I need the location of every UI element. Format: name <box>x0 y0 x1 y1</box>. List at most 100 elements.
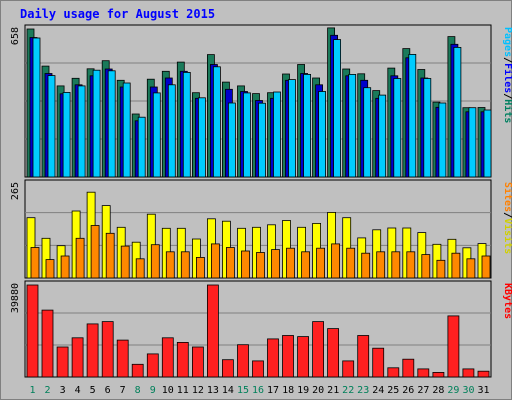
panel-1: 658 Pages/Files/Hits <box>10 24 512 178</box>
bar-pages-day-5 <box>92 69 101 178</box>
bar-pages-day-9 <box>152 92 161 178</box>
bar-pages-day-26 <box>408 54 417 178</box>
bar-sites-day-17 <box>271 249 280 279</box>
bar-pages-day-17 <box>273 91 281 178</box>
x-tick-label: 8 <box>135 385 141 396</box>
series-sites <box>30 225 491 279</box>
bar-pages-day-27 <box>423 78 432 178</box>
bar-kbytes-day-18 <box>282 335 294 378</box>
bar-sites-day-18 <box>286 247 295 279</box>
legend-item: Sites <box>502 182 512 212</box>
bar-pages-day-10 <box>167 84 176 178</box>
x-tick-label: 9 <box>150 385 156 396</box>
panel-max-label: 265 <box>10 182 21 200</box>
bar-kbytes-day-29 <box>447 315 460 378</box>
bar-pages-day-1 <box>32 37 41 178</box>
x-tick-label: 10 <box>162 385 174 396</box>
panel-legend: KBytes <box>502 283 512 319</box>
bar-kbytes-day-30 <box>462 368 475 378</box>
x-tick-label: 26 <box>402 385 414 396</box>
bar-pages-day-22 <box>348 74 357 178</box>
bar-pages-day-7 <box>122 82 131 178</box>
x-tick-label: 28 <box>432 385 444 396</box>
bar-sites-day-26 <box>406 251 416 279</box>
legend-item: Pages <box>502 27 512 57</box>
bar-pages-day-6 <box>107 70 116 178</box>
bar-kbytes-day-22 <box>342 360 355 378</box>
x-tick-label: 18 <box>282 385 294 396</box>
bar-kbytes-day-11 <box>176 341 189 378</box>
bar-sites-day-16 <box>256 252 265 279</box>
bar-kbytes-day-28 <box>432 371 445 378</box>
bar-kbytes-day-14 <box>221 359 234 378</box>
x-tick-label: 5 <box>90 385 96 396</box>
bar-sites-day-14 <box>225 247 235 279</box>
x-tick-label: 24 <box>372 385 384 396</box>
legend-separator: / <box>502 212 512 218</box>
x-tick-label: 13 <box>207 385 219 396</box>
x-tick-label: 31 <box>477 385 489 396</box>
bar-pages-day-16 <box>258 102 266 178</box>
x-tick-label: 30 <box>462 385 474 396</box>
bar-sites-day-29 <box>451 252 461 279</box>
bar-kbytes-day-10 <box>161 337 174 378</box>
bar-kbytes-day-1 <box>26 284 39 378</box>
bar-pages-day-18 <box>288 79 296 178</box>
bar-kbytes-day-21 <box>327 328 340 378</box>
x-tick-label: 23 <box>357 385 369 396</box>
bar-pages-day-28 <box>438 102 447 178</box>
bar-sites-day-9 <box>150 244 160 279</box>
bar-pages-day-24 <box>378 94 387 178</box>
bar-kbytes-day-16 <box>252 360 264 378</box>
bar-sites-day-24 <box>376 251 386 279</box>
x-tick-label: 25 <box>387 385 399 396</box>
x-tick-label: 16 <box>252 385 264 396</box>
legend-item: Hits <box>502 99 512 123</box>
legend-item: Files <box>502 63 512 93</box>
bar-sites-day-5 <box>90 225 100 279</box>
bar-sites-day-1 <box>30 247 40 279</box>
bar-kbytes-day-27 <box>417 368 430 378</box>
x-tick-label: 11 <box>177 385 189 396</box>
chart-title: Daily usage for August 2015 <box>20 7 215 21</box>
bar-sites-day-12 <box>195 256 205 279</box>
panel-3: 39880 KBytes <box>10 280 512 378</box>
bar-kbytes-day-8 <box>131 363 144 378</box>
legend-item: Visits <box>502 218 512 254</box>
x-tick-label: 21 <box>327 385 339 396</box>
x-tick-label: 12 <box>192 385 204 396</box>
bar-pages-day-13 <box>212 66 221 178</box>
bar-kbytes-day-23 <box>357 335 370 378</box>
bar-kbytes-day-17 <box>267 338 279 378</box>
bar-kbytes-day-26 <box>402 358 415 378</box>
bar-sites-day-6 <box>105 232 115 279</box>
panel-2: 265 Sites/Visits <box>10 179 512 279</box>
bar-sites-day-15 <box>241 250 250 279</box>
x-tick-label: 22 <box>342 385 354 396</box>
panel-legend: Pages/Files/Hits <box>502 27 512 123</box>
bar-pages-day-12 <box>197 97 206 178</box>
bar-kbytes-day-19 <box>297 336 310 378</box>
x-tick-label: 20 <box>312 385 324 396</box>
bar-sites-day-22 <box>346 247 356 279</box>
panel-max-label: 39880 <box>10 283 21 313</box>
x-tick-label: 17 <box>267 385 279 396</box>
bar-pages-day-20 <box>318 91 327 178</box>
bar-pages-day-4 <box>77 85 86 178</box>
bar-kbytes-day-20 <box>312 321 325 378</box>
bar-sites-day-19 <box>301 251 311 279</box>
bar-sites-day-21 <box>331 243 341 279</box>
series-pages <box>32 37 492 178</box>
x-tick-label: 4 <box>75 385 81 396</box>
bar-pages-day-21 <box>333 39 342 178</box>
panel-max-label: 658 <box>10 27 21 45</box>
bar-sites-day-28 <box>436 259 446 279</box>
bar-sites-day-23 <box>361 252 371 279</box>
x-axis-labels: 1 2 3 4 5 6 7 8 9 10 11 12 13 14 15 16 17 18 19 20 21 22 23 24 2… <box>29 385 489 396</box>
bar-pages-day-15 <box>243 92 251 178</box>
bar-sites-day-10 <box>165 251 175 279</box>
bar-pages-day-11 <box>182 72 191 178</box>
bar-kbytes-day-2 <box>41 309 54 378</box>
x-tick-label: 7 <box>120 385 126 396</box>
